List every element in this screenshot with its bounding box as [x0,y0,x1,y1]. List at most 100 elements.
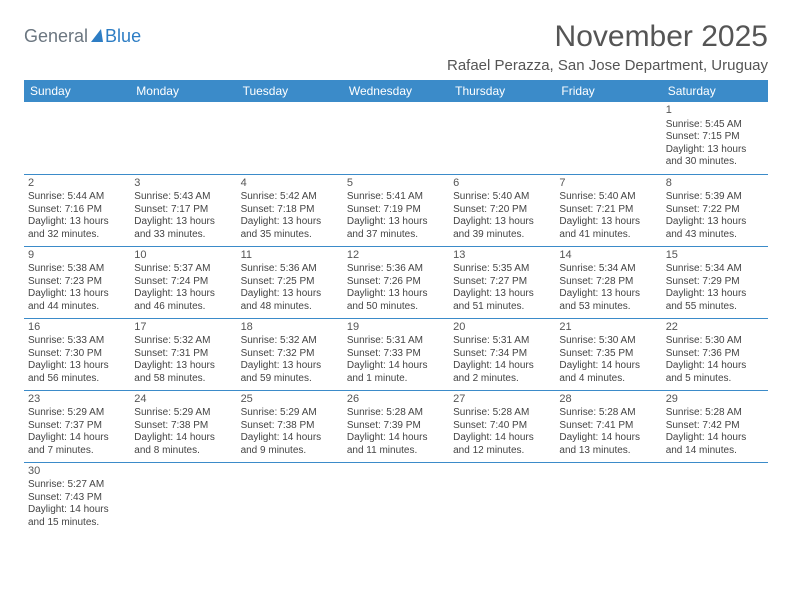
sunset-line: Sunset: 7:26 PM [347,276,445,289]
weekday-header: Tuesday [237,80,343,102]
sunrise-line: Sunrise: 5:41 AM [347,191,445,204]
calendar-day-cell: 2Sunrise: 5:44 AMSunset: 7:16 PMDaylight… [24,174,130,246]
calendar-day-cell: 13Sunrise: 5:35 AMSunset: 7:27 PMDayligh… [449,246,555,318]
daylight-line: Daylight: 13 hours and 30 minutes. [666,144,764,169]
daylight-line: Daylight: 14 hours and 1 minute. [347,360,445,385]
day-number: 26 [347,393,445,407]
day-number: 16 [28,321,126,335]
sunrise-line: Sunrise: 5:36 AM [241,263,339,276]
day-number: 7 [559,177,657,191]
calendar-day-cell: 29Sunrise: 5:28 AMSunset: 7:42 PMDayligh… [662,390,768,462]
sunrise-line: Sunrise: 5:28 AM [559,407,657,420]
day-number: 13 [453,249,551,263]
sunrise-line: Sunrise: 5:44 AM [28,191,126,204]
day-number: 27 [453,393,551,407]
day-number: 19 [347,321,445,335]
calendar-day-cell: 9Sunrise: 5:38 AMSunset: 7:23 PMDaylight… [24,246,130,318]
calendar-empty-cell [449,102,555,174]
daylight-line: Daylight: 13 hours and 58 minutes. [134,360,232,385]
calendar-week-row: 23Sunrise: 5:29 AMSunset: 7:37 PM Dayligh… [24,390,768,462]
day-number: 30 [28,465,126,479]
day-number: 15 [666,249,764,263]
day-number: 28 [559,393,657,407]
day-number: 3 [134,177,232,191]
sunset-line: Sunset: 7:20 PM [453,204,551,217]
sunset-line: Sunset: 7:23 PM [28,276,126,289]
calendar-empty-cell [449,462,555,534]
calendar-day-cell: 19Sunrise: 5:31 AMSunset: 7:33 PMDayligh… [343,318,449,390]
weekday-header: Sunday [24,80,130,102]
sunset-line: Sunset: 7:30 PM [28,348,126,361]
logo-text-b: Blue [105,26,141,47]
sunset-line: Sunset: 7:38 PM [134,420,232,433]
sunrise-line: Sunrise: 5:28 AM [666,407,764,420]
sunset-line: Sunset: 7:32 PM [241,348,339,361]
day-number: 22 [666,321,764,335]
daylight-line: Daylight: 14 hours and 2 minutes. [453,360,551,385]
calendar-day-cell: 7Sunrise: 5:40 AMSunset: 7:21 PMDaylight… [555,174,661,246]
calendar-day-cell: 14Sunrise: 5:34 AMSunset: 7:28 PMDayligh… [555,246,661,318]
calendar-week-row: 16Sunrise: 5:33 AMSunset: 7:30 PMDayligh… [24,318,768,390]
sunrise-line: Sunrise: 5:40 AM [453,191,551,204]
day-number: 21 [559,321,657,335]
daylight-line: Daylight: 13 hours and 56 minutes. [28,360,126,385]
sunset-line: Sunset: 7:39 PM [347,420,445,433]
calendar-day-cell: 6Sunrise: 5:40 AMSunset: 7:20 PMDaylight… [449,174,555,246]
sunrise-line: Sunrise: 5:29 AM [28,407,126,420]
sunset-line: Sunset: 7:37 PM [28,420,126,433]
weekday-header: Wednesday [343,80,449,102]
daylight-line: Daylight: 13 hours and 43 minutes. [666,216,764,241]
daylight-line: Daylight: 13 hours and 33 minutes. [134,216,232,241]
calendar-day-cell: 4Sunrise: 5:42 AMSunset: 7:18 PMDaylight… [237,174,343,246]
calendar-day-cell: 8Sunrise: 5:39 AMSunset: 7:22 PMDaylight… [662,174,768,246]
sunset-line: Sunset: 7:35 PM [559,348,657,361]
calendar-day-cell: 25Sunrise: 5:29 AMSunset: 7:38 PMDayligh… [237,390,343,462]
sunrise-line: Sunrise: 5:43 AM [134,191,232,204]
calendar-day-cell: 20Sunrise: 5:31 AMSunset: 7:34 PMDayligh… [449,318,555,390]
calendar-empty-cell [555,102,661,174]
calendar-table: SundayMondayTuesdayWednesdayThursdayFrid… [24,80,768,534]
sunset-line: Sunset: 7:19 PM [347,204,445,217]
logo-text-a: General [24,26,88,47]
calendar-day-cell: 30Sunrise: 5:27 AMSunset: 7:43 PMDayligh… [24,462,130,534]
calendar-day-cell: 15Sunrise: 5:34 AMSunset: 7:29 PMDayligh… [662,246,768,318]
sunrise-line: Sunrise: 5:33 AM [28,335,126,348]
daylight-line: Daylight: 14 hours and 5 minutes. [666,360,764,385]
daylight-line: Daylight: 14 hours and 13 minutes. [559,432,657,457]
calendar-empty-cell [237,462,343,534]
daylight-line: Daylight: 13 hours and 32 minutes. [28,216,126,241]
calendar-day-cell: 18Sunrise: 5:32 AMSunset: 7:32 PMDayligh… [237,318,343,390]
sunset-line: Sunset: 7:33 PM [347,348,445,361]
day-number: 17 [134,321,232,335]
day-number: 23 [28,393,126,407]
daylight-line: Daylight: 13 hours and 59 minutes. [241,360,339,385]
calendar-day-cell: 17Sunrise: 5:32 AMSunset: 7:31 PMDayligh… [130,318,236,390]
sunrise-line: Sunrise: 5:30 AM [559,335,657,348]
sunrise-line: Sunrise: 5:27 AM [28,479,126,492]
sunset-line: Sunset: 7:15 PM [666,131,764,144]
calendar-day-cell: 21Sunrise: 5:30 AMSunset: 7:35 PMDayligh… [555,318,661,390]
sunset-line: Sunset: 7:18 PM [241,204,339,217]
daylight-line: Daylight: 13 hours and 51 minutes. [453,288,551,313]
weekday-header: Monday [130,80,236,102]
sunrise-line: Sunrise: 5:35 AM [453,263,551,276]
sunset-line: Sunset: 7:43 PM [28,492,126,505]
daylight-line: Daylight: 14 hours and 11 minutes. [347,432,445,457]
sunrise-line: Sunrise: 5:37 AM [134,263,232,276]
sunset-line: Sunset: 7:21 PM [559,204,657,217]
daylight-line: Daylight: 13 hours and 48 minutes. [241,288,339,313]
weekday-header: Friday [555,80,661,102]
sunrise-line: Sunrise: 5:40 AM [559,191,657,204]
weekday-header: Saturday [662,80,768,102]
calendar-empty-cell [237,102,343,174]
sunrise-line: Sunrise: 5:32 AM [134,335,232,348]
daylight-line: Daylight: 14 hours and 14 minutes. [666,432,764,457]
daylight-line: Daylight: 14 hours and 12 minutes. [453,432,551,457]
sunset-line: Sunset: 7:29 PM [666,276,764,289]
sunset-line: Sunset: 7:38 PM [241,420,339,433]
sunrise-line: Sunrise: 5:38 AM [28,263,126,276]
calendar-empty-cell [343,102,449,174]
sunrise-line: Sunrise: 5:45 AM [666,119,764,132]
sunrise-line: Sunrise: 5:28 AM [347,407,445,420]
sunset-line: Sunset: 7:42 PM [666,420,764,433]
